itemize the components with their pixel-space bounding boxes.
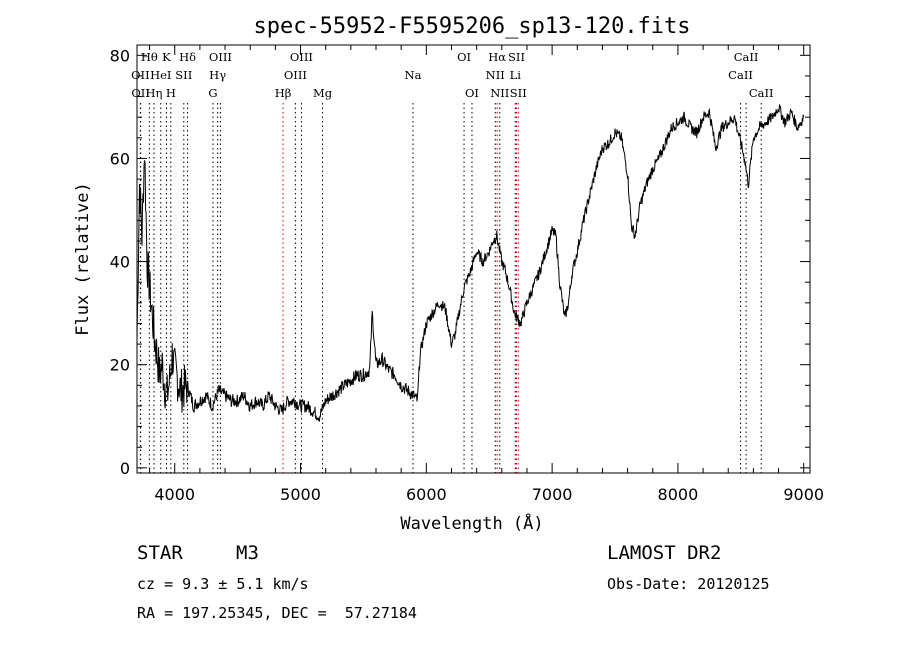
y-tick-label: 40 <box>110 253 130 272</box>
y-axis-ticks: 0 20 40 60 80 <box>110 46 810 478</box>
object-type: STAR <box>137 542 183 564</box>
emission-line-label: CaII <box>749 86 774 100</box>
emission-line-label: Hθ <box>141 50 158 64</box>
sky-coordinates: RA = 197.25345, DEC = 57.27184 <box>137 604 417 622</box>
y-tick-label: 60 <box>110 149 130 168</box>
x-tick-label: 6000 <box>406 485 447 504</box>
survey-name: LAMOST DR2 <box>607 542 722 564</box>
emission-line-labels: OII OII Hθ Hη HeI K H SII Hδ G Hγ OIII Hβ OIII OIII Mg N… <box>131 50 773 100</box>
emission-line-label: OI <box>465 86 479 100</box>
emission-line-label: Li <box>510 68 522 82</box>
y-tick-label: 20 <box>110 356 130 375</box>
emission-line-label: Mg <box>313 86 333 100</box>
emission-line-label: OIII <box>284 68 307 82</box>
emission-line-label: K <box>162 50 171 64</box>
x-tick-label: 8000 <box>658 485 699 504</box>
spectrum-series-line <box>136 104 805 422</box>
emission-line-label: CaII <box>728 68 753 82</box>
emission-line-label: G <box>208 86 217 100</box>
emission-line-label: SII <box>175 68 192 82</box>
emission-line-label: HeI <box>150 68 171 82</box>
observation-date: Obs-Date: 20120125 <box>607 575 770 593</box>
emission-line-label: OIII <box>209 50 232 64</box>
emission-line-label: OIII <box>290 50 313 64</box>
emission-line-label: Hδ <box>179 50 196 64</box>
emission-line-label: SII <box>510 86 527 100</box>
x-tick-label: 4000 <box>154 485 195 504</box>
object-subclass: M3 <box>236 542 259 564</box>
x-tick-label: 9000 <box>783 485 824 504</box>
emission-line-label: CaII <box>734 50 759 64</box>
x-tick-label: 5000 <box>280 485 321 504</box>
y-tick-label: 80 <box>110 46 130 65</box>
y-axis-label: Flux (relative) <box>73 182 93 336</box>
emission-line-label: Hγ <box>209 68 226 82</box>
plot-frame <box>136 44 811 474</box>
emission-line-label: Hη <box>146 86 163 100</box>
emission-line-label: SII <box>508 50 525 64</box>
x-axis-label: Wavelength (Å) <box>400 512 543 534</box>
emission-line-label: OII <box>131 68 150 82</box>
emission-line-label: NII <box>486 68 505 82</box>
emission-line-label: NII <box>490 86 509 100</box>
emission-line-label: OI <box>457 50 471 64</box>
x-axis-ticks: 4000 5000 6000 7000 8000 9000 <box>149 45 824 504</box>
emission-line-label: Na <box>405 68 422 82</box>
x-tick-label: 7000 <box>532 485 573 504</box>
redshift-velocity: cz = 9.3 ± 5.1 km/s <box>137 575 309 593</box>
emission-line-label: Hα <box>488 50 506 64</box>
emission-line-label: OII <box>131 86 150 100</box>
emission-line-markers <box>139 103 762 473</box>
chart-title: spec-55952-F5595206_sp13-120.fits <box>253 14 690 39</box>
emission-line-label: H <box>166 86 176 100</box>
emission-line-label: Hβ <box>275 86 292 100</box>
y-tick-label: 0 <box>120 459 130 478</box>
